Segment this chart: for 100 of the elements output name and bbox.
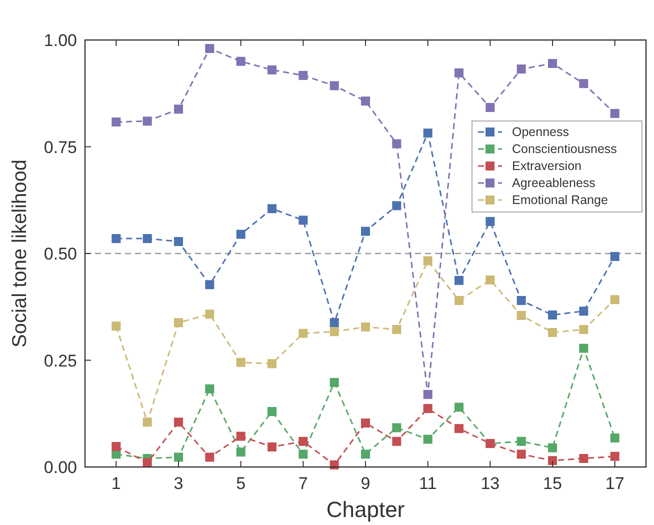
- point: [361, 418, 370, 428]
- point: [298, 216, 308, 225]
- point: [298, 328, 308, 338]
- y-tick-label: 0.00: [44, 458, 77, 477]
- point: [392, 325, 402, 334]
- point: [142, 234, 152, 244]
- point: [330, 318, 339, 328]
- point: [268, 204, 276, 214]
- point: [236, 432, 246, 441]
- point: [392, 201, 402, 210]
- point: [236, 358, 246, 367]
- point: [174, 318, 183, 328]
- x-tick-label: 7: [298, 474, 308, 493]
- point: [142, 458, 152, 468]
- point: [516, 450, 526, 459]
- point: [205, 384, 214, 394]
- point: [174, 104, 183, 114]
- point: [205, 310, 214, 319]
- point: [516, 296, 526, 305]
- point: [579, 454, 588, 463]
- point: [610, 452, 620, 461]
- point: [579, 325, 588, 334]
- point: [268, 359, 276, 368]
- y-axis-title: Social tone likelihood: [9, 160, 31, 348]
- point: [486, 216, 495, 226]
- x-tick-label: 9: [360, 474, 370, 493]
- x-tick-label: 11: [419, 474, 437, 493]
- point: [112, 442, 121, 452]
- point: [516, 64, 526, 74]
- point: [174, 452, 183, 462]
- point: [610, 108, 620, 118]
- y-tick-label: 0.50: [44, 244, 77, 264]
- point: [236, 56, 246, 66]
- point: [112, 117, 121, 126]
- legend-label: Agreeableness: [512, 176, 596, 190]
- point: [423, 404, 432, 413]
- y-tick-label: 1.00: [44, 31, 77, 50]
- point: [205, 452, 214, 462]
- point: [548, 456, 557, 466]
- point: [298, 436, 308, 446]
- point: [454, 424, 464, 434]
- point: [454, 402, 464, 412]
- point: [610, 433, 620, 442]
- point: [112, 234, 121, 244]
- point: [298, 70, 308, 80]
- x-tick-label: 1: [111, 474, 121, 493]
- point: [361, 322, 370, 332]
- point: [610, 252, 620, 261]
- point: [486, 102, 495, 112]
- point: [236, 448, 246, 457]
- point: [548, 310, 557, 320]
- point: [330, 81, 339, 90]
- point: [548, 443, 557, 452]
- point: [330, 327, 339, 336]
- point: [361, 450, 370, 459]
- point: [454, 276, 464, 285]
- point: [298, 450, 308, 459]
- point: [548, 58, 557, 68]
- point: [516, 310, 526, 320]
- point: [236, 230, 246, 239]
- x-tick-label: 17: [605, 474, 624, 493]
- point: [423, 128, 432, 138]
- point: [423, 390, 432, 399]
- point: [330, 378, 339, 387]
- point: [268, 65, 276, 74]
- point: [392, 423, 402, 432]
- y-tick-label: 0.75: [44, 138, 77, 157]
- point: [486, 275, 495, 284]
- point: [142, 418, 152, 427]
- point: [205, 280, 214, 290]
- point: [142, 116, 152, 126]
- point: [454, 68, 464, 78]
- x-tick-label: 3: [174, 474, 184, 493]
- point: [361, 96, 370, 106]
- legend-label: Openness: [512, 125, 569, 139]
- point: [392, 436, 402, 446]
- point: [268, 406, 276, 416]
- x-tick-label: 15: [543, 474, 562, 493]
- legend-label: Emotional Range: [512, 193, 608, 207]
- legend-label: Conscientiousness: [512, 142, 617, 156]
- point: [516, 436, 526, 446]
- point: [454, 296, 464, 305]
- legend-label: Extraversion: [512, 159, 582, 173]
- point: [579, 306, 588, 316]
- point: [112, 322, 121, 331]
- y-tick-label: 0.25: [44, 351, 77, 370]
- point: [548, 328, 557, 337]
- point: [579, 79, 588, 88]
- point: [205, 44, 214, 54]
- point: [174, 418, 183, 427]
- point: [610, 295, 620, 304]
- point: [579, 344, 588, 353]
- point: [361, 226, 370, 236]
- point: [268, 442, 276, 452]
- point: [423, 434, 432, 444]
- x-tick-label: 13: [480, 474, 500, 493]
- x-axis-title: Chapter: [326, 497, 405, 522]
- point: [174, 237, 183, 246]
- x-tick-label: 5: [236, 474, 246, 493]
- point: [392, 139, 402, 148]
